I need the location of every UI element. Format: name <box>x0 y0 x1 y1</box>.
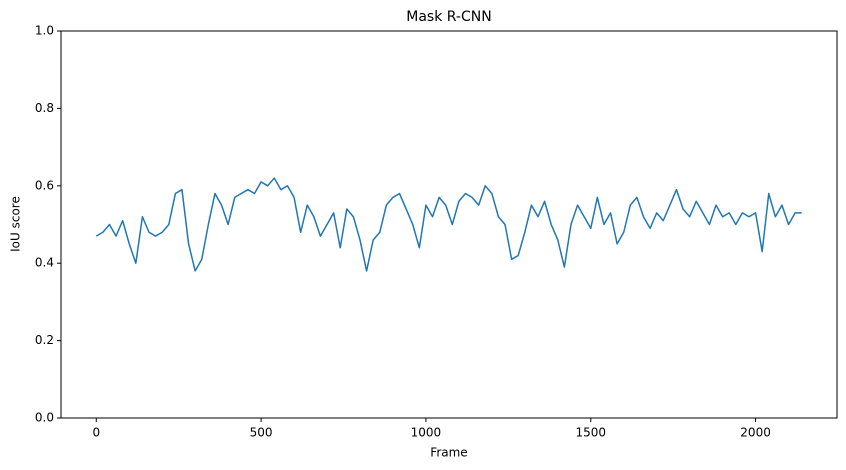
y-axis-label: IoU score <box>9 196 23 252</box>
y-tick-label: 0.4 <box>35 256 54 270</box>
chart-title: Mask R-CNN <box>406 9 491 25</box>
x-tick-label: 0 <box>92 426 100 440</box>
x-axis-label: Frame <box>430 446 467 460</box>
y-tick-label: 0.0 <box>35 411 54 425</box>
x-tick-label: 1000 <box>411 426 442 440</box>
x-tick-label: 2000 <box>740 426 771 440</box>
y-tick-label: 0.2 <box>35 333 54 347</box>
plot-frame <box>60 30 838 419</box>
x-tick-label: 1500 <box>575 426 606 440</box>
data-line <box>95 177 802 272</box>
y-tick-label: 0.6 <box>35 178 54 192</box>
y-tick-label: 0.8 <box>35 101 54 115</box>
x-tick-label: 500 <box>250 426 273 440</box>
y-tick-label: 1.0 <box>35 24 54 38</box>
